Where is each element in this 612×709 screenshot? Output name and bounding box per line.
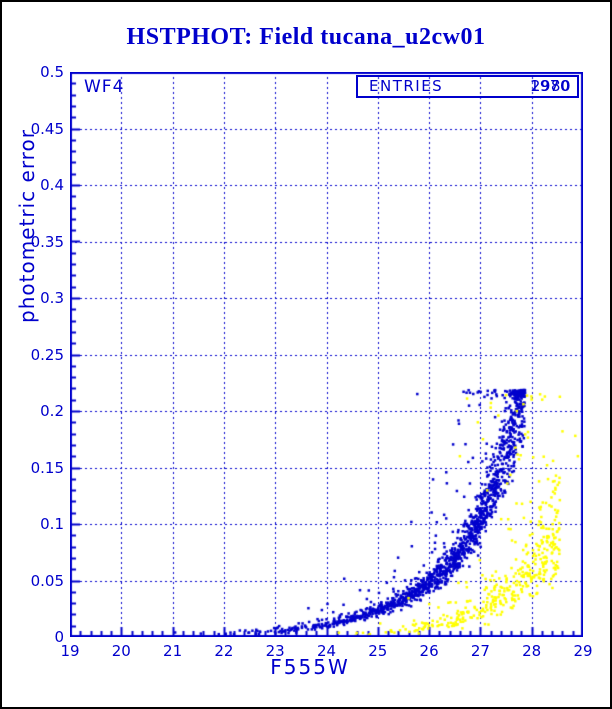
stats-entries-blue: 2980 — [530, 77, 571, 95]
y-tick-label-0.3: 0.3 — [40, 289, 64, 307]
x-tick-label-19: 19 — [60, 642, 80, 660]
x-axis-title: F555W — [270, 655, 350, 679]
stats-box: ENTRIES 2980 1970 — [356, 75, 579, 98]
page-title: HSTPHOT: Field tucana_u2cw01 — [126, 24, 486, 50]
scatter-canvas — [70, 72, 583, 637]
y-tick-label-0.15: 0.15 — [30, 458, 64, 477]
stats-entries-yellow: 1970 — [529, 77, 570, 95]
y-tick-label-0.45: 0.45 — [30, 119, 64, 138]
y-tick-label-0.1: 0.1 — [40, 515, 64, 533]
x-tick-label-20: 20 — [111, 642, 131, 660]
x-tick-label-24: 24 — [316, 642, 337, 660]
y-tick-label-0.5: 0.5 — [40, 63, 64, 81]
stats-box-values: 2980 1970 — [511, 78, 571, 95]
stats-box-label: ENTRIES — [369, 77, 444, 95]
x-tick-label-21: 21 — [163, 642, 183, 660]
x-tick-label-27: 27 — [470, 642, 490, 660]
x-tick-label-22: 22 — [214, 642, 234, 660]
y-tick-label-0.2: 0.2 — [40, 402, 64, 420]
detector-label: WF4 — [84, 77, 125, 97]
y-tick-label-0.25: 0.25 — [30, 345, 64, 364]
y-tick-label-0: 0 — [54, 628, 64, 646]
y-tick-label-0.35: 0.35 — [30, 232, 64, 251]
y-tick-label-0.4: 0.4 — [40, 176, 64, 194]
plot-area: WF4 ENTRIES 2980 1970 — [70, 72, 583, 637]
y-tick-label-0.05: 0.05 — [30, 571, 64, 590]
x-tick-label-28: 28 — [522, 642, 542, 660]
x-tick-label-26: 26 — [419, 642, 439, 660]
x-tick-label-29: 29 — [573, 642, 593, 660]
x-tick-label-23: 23 — [265, 642, 285, 660]
x-tick-label-25: 25 — [368, 642, 388, 660]
